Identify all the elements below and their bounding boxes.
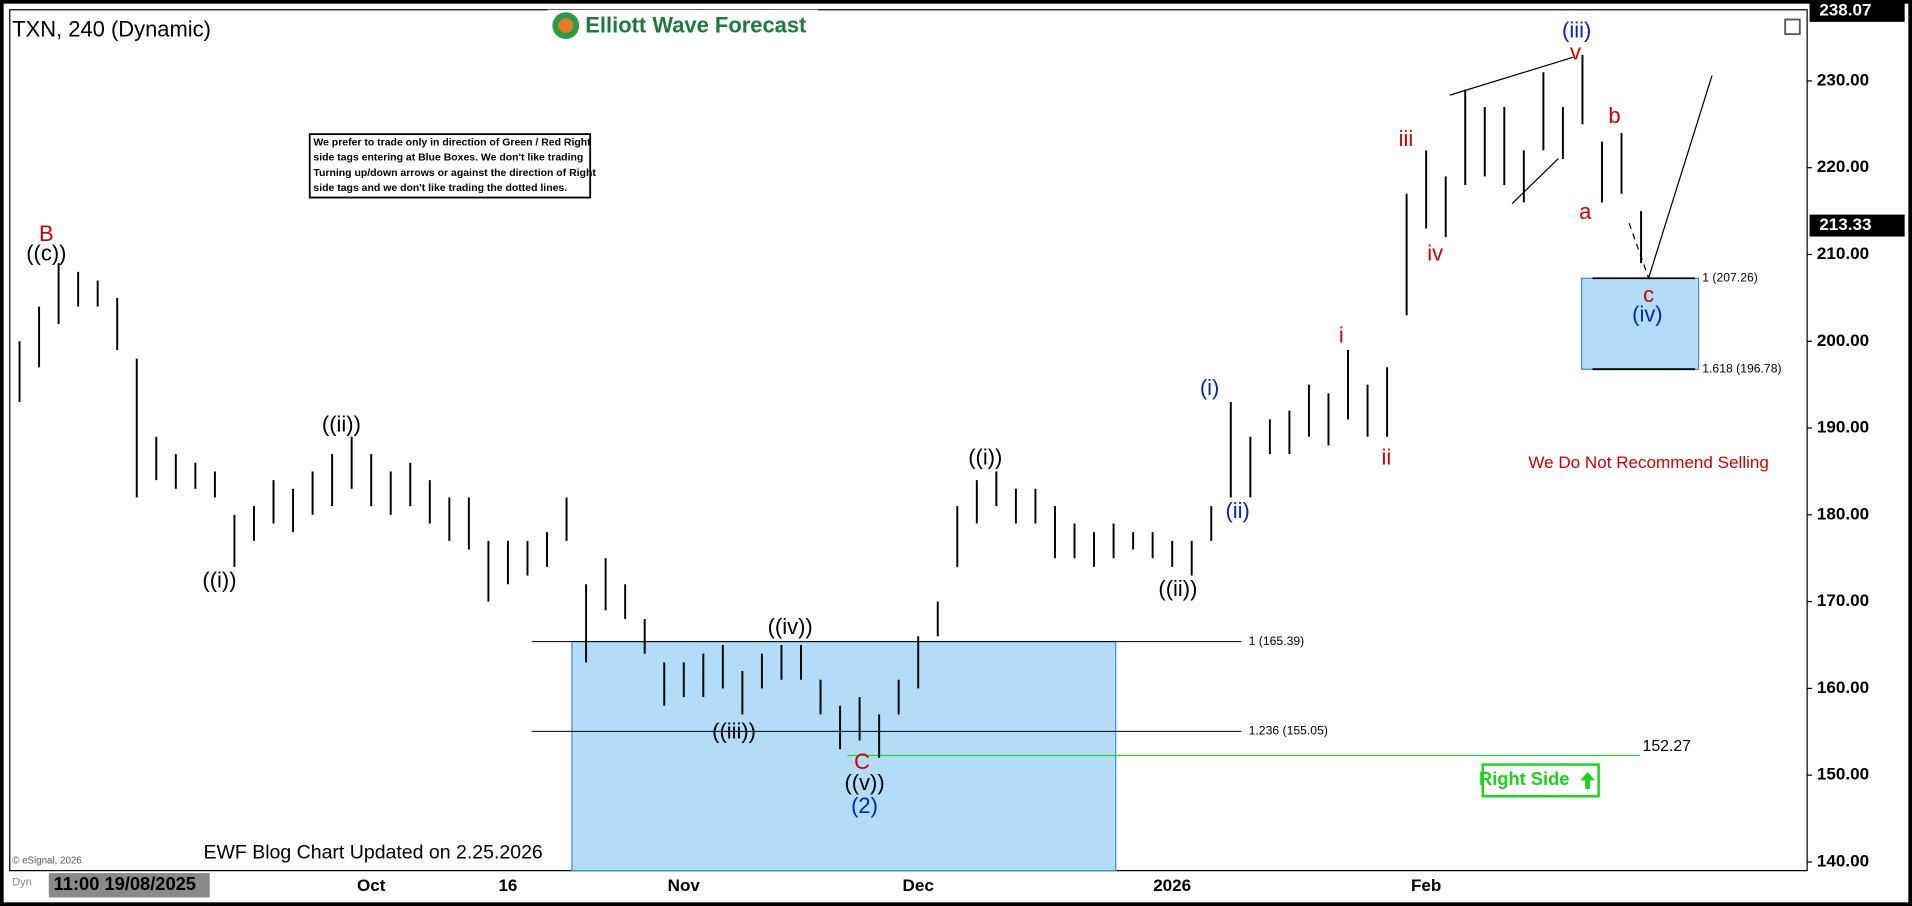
wave-label: b — [1608, 103, 1620, 128]
y-tick-label: 220.00 — [1817, 157, 1869, 176]
wave-label: (ii) — [1225, 498, 1249, 523]
right-side-tag — [1481, 763, 1600, 798]
fib-label: 1.236 (155.05) — [1249, 724, 1328, 738]
y-tick-label: 190.00 — [1817, 418, 1869, 437]
wave-label: (iv) — [1632, 302, 1662, 327]
copyright: © eSignal, 2026 — [12, 855, 82, 866]
start-time: 11:00 19/08/2025 — [54, 873, 196, 894]
wave-label: C — [854, 749, 870, 774]
axis-top-price-bg — [1809, 0, 1905, 22]
note-line: side tags and we don't like trading the … — [313, 183, 567, 194]
warning: We Do Not Recommend Selling — [1528, 453, 1769, 472]
up-arrow — [1580, 771, 1595, 789]
wave-label: iv — [1427, 241, 1443, 266]
note-line: We prefer to trade only in direction of … — [313, 137, 591, 148]
y-tick-label: 230.00 — [1817, 70, 1869, 89]
wave-label: ((i)) — [968, 444, 1002, 469]
x-tick-label: Dec — [903, 876, 934, 895]
last-price-bg — [1809, 214, 1905, 237]
wave-label: ((c)) — [26, 241, 66, 266]
axis-top-price: 238.07 — [1819, 0, 1871, 19]
window-icon[interactable] — [1784, 18, 1801, 36]
x-tick-label: Oct — [357, 876, 386, 895]
x-tick-label: 2026 — [1153, 876, 1191, 895]
projection-dashed — [1628, 222, 1650, 279]
fib-label: 1.618 (196.78) — [1702, 361, 1781, 375]
wave-label: (2) — [851, 793, 878, 818]
fib-label: 1 (207.26) — [1702, 270, 1758, 284]
x-tick-label: 16 — [498, 876, 517, 895]
y-tick-label: 160.00 — [1817, 678, 1869, 697]
wave-label: ((ii)) — [322, 411, 361, 436]
wave-label: i — [1339, 322, 1344, 347]
target-box — [571, 641, 1117, 872]
brand-logo-inner — [558, 18, 574, 33]
plot-layer: 1 (165.39) 1.236 (155.05) 1 (207.26) 1.618 … — [18, 0, 1905, 895]
wave-label: ((v)) — [844, 770, 884, 795]
wave-label: B — [39, 221, 54, 246]
wave-label: iii — [1399, 126, 1414, 151]
y-tick-label: 170.00 — [1817, 591, 1869, 610]
x-tick-label: Feb — [1411, 876, 1441, 895]
x-tick-label: Nov — [668, 876, 701, 895]
start-time-bg — [48, 873, 210, 898]
note-line: side tags entering at Blue Boxes. We don… — [313, 153, 583, 164]
wave-line — [1449, 56, 1574, 96]
invalidation-label: 152.27 — [1643, 738, 1692, 755]
fib-label: 1 (165.39) — [1249, 634, 1305, 648]
wave-label: ii — [1382, 444, 1392, 469]
wave-label: ((i)) — [202, 567, 236, 592]
wave-label: (i) — [1200, 375, 1219, 400]
wave-label: ((iii)) — [712, 719, 756, 744]
y-tick-label: 200.00 — [1817, 331, 1869, 350]
wave-label: ((iv)) — [768, 614, 813, 639]
wave-line — [1511, 158, 1559, 205]
mode: Dyn — [12, 877, 32, 889]
note-box — [308, 133, 592, 199]
y-tick-label: 180.00 — [1817, 504, 1869, 523]
y-tick-label: 210.00 — [1817, 244, 1869, 263]
target-box — [1580, 277, 1700, 370]
note-line: Turning up/down arrows or against the di… — [313, 168, 596, 179]
brand: Elliott Wave Forecast — [585, 13, 807, 38]
wave-label: (iii) — [1562, 18, 1591, 43]
last-price: 213.33 — [1819, 215, 1871, 234]
y-tick-label: 150.00 — [1817, 765, 1869, 784]
brand-bg — [547, 9, 819, 44]
wave-label: c — [1643, 282, 1654, 307]
y-tick-label: 140.00 — [1817, 851, 1869, 870]
footer: EWF Blog Chart Updated on 2.25.2026 — [203, 842, 542, 864]
note: We prefer to trade only in direction of … — [313, 137, 596, 194]
wave-label: ((ii)) — [1158, 576, 1197, 601]
chart-title: TXN, 240 (Dynamic) — [12, 16, 211, 41]
projection-line — [1648, 75, 1713, 279]
right-side-text: Right Side — [1479, 768, 1569, 789]
wave-label: v — [1570, 39, 1581, 64]
wave-label: a — [1579, 199, 1592, 224]
